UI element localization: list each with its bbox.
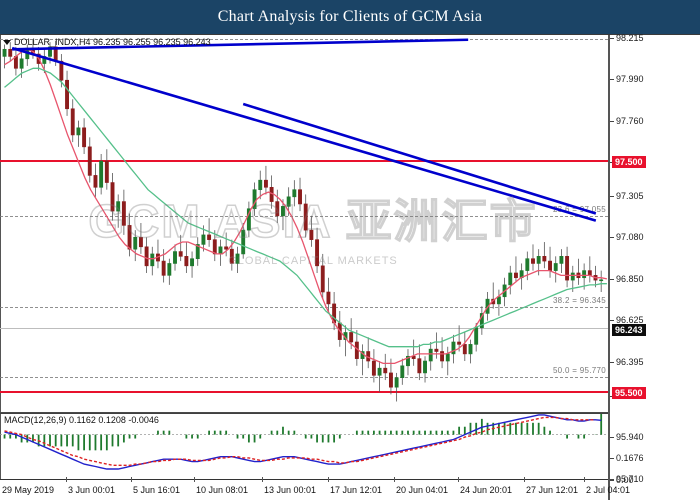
axis-tick: 97.990 [610,74,700,84]
title-bar: Chart Analysis for Clients of GCM Asia [0,0,700,34]
time-tick [194,477,195,482]
fib-tag-382: 38.2 = 96.345 [552,296,606,305]
time-tick [328,477,329,482]
current-price-line [0,328,608,329]
time-tick [524,477,525,482]
macd-axis-tick: 0.1676 [610,453,700,463]
macd-axis-tick: 0.00 [610,475,700,485]
time-tick [131,477,132,482]
price-pane[interactable]: GCM ASIA 亚洲汇市 GLOBAL CAPITAL MARKETS 0.0… [0,35,608,411]
fib-tag-500: 50.0 = 95.770 [552,366,606,375]
support-line [0,391,608,393]
time-label: 27 Jun 12:01 [526,485,579,495]
axis-tick: 97.760 [610,116,700,126]
symbol-text: DOLLAR_INDX,H4 96.235 96.255 96.235 96.2… [14,37,211,47]
triangle-down-icon[interactable] [3,39,11,45]
time-tick [66,477,67,482]
macd-plot [0,414,608,470]
bottom-rule [0,479,608,480]
time-axis[interactable]: 29 May 2019 3 Jun 00:01 5 Jun 16:01 10 J… [0,477,630,500]
time-label: 3 Jun 00:01 [68,485,116,495]
axis-tick: 95.710 [610,474,700,484]
axis-tick: 95.940 [610,432,700,442]
price-axis[interactable]: 98.215 97.990 97.760 97.500 97.305 97.08… [608,33,700,500]
time-label: 13 Jun 00:01 [264,485,317,495]
axis-tick: 98.215 [610,33,700,43]
left-axis-rule [0,35,1,479]
time-label: 5 Jun 16:01 [133,485,181,495]
time-tick [584,477,585,482]
time-label: 24 Jun 20:01 [460,485,513,495]
macd-pane[interactable]: MACD(12,26,9) 0.1162 0.1208 -0.0046 [0,413,608,479]
time-tick [394,477,395,482]
time-label: 20 Jun 04:01 [396,485,449,495]
pane-separator [0,412,608,413]
chart-frame: GCM ASIA 亚洲汇市 GLOBAL CAPITAL MARKETS 0.0… [0,33,700,500]
time-tick [458,477,459,482]
fib-tag-0: 0.0 = 98.203 [558,35,606,37]
current-price-tag: 96.243 [612,324,646,336]
resistance-line [0,160,608,162]
axis-tick: 96.395 [610,357,700,367]
axis-tick: 96.850 [610,274,700,284]
time-label: 10 Jun 08:01 [196,485,249,495]
fib-line-0 [0,39,608,40]
time-label: 17 Jun 12:01 [330,485,383,495]
axis-tick: 96.625 [610,315,700,325]
fib-line-382 [0,307,608,308]
macd-label: MACD(12,26,9) 0.1162 0.1208 -0.0046 [4,415,159,425]
time-tick [262,477,263,482]
page-title: Chart Analysis for Clients of GCM Asia [217,8,483,25]
time-label: 29 May 2019 [2,485,55,495]
resistance-price-tag: 97.500 [612,156,646,168]
support-price-tag: 95.500 [612,387,646,399]
time-label: 2 Jul 04:01 [586,485,631,495]
axis-tick: 97.080 [610,232,700,242]
fib-line-500 [0,377,608,378]
price-plot [2,38,608,402]
axis-tick: 97.305 [610,191,700,201]
symbol-label[interactable]: DOLLAR_INDX,H4 96.235 96.255 96.235 96.2… [3,37,211,47]
